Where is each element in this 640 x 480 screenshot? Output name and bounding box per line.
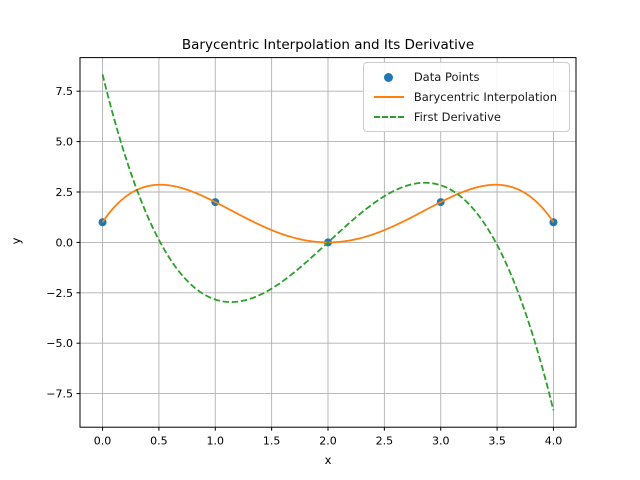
x-tick-label: 1.5 (263, 435, 281, 448)
y-axis-label: y (9, 237, 23, 245)
legend-swatch-shape (384, 72, 394, 82)
legend-label: Data Points (413, 70, 480, 84)
legend-label: Barycentric Interpolation (413, 90, 557, 104)
y-tick-label: −5.0 (46, 337, 73, 350)
x-axis-label: x (324, 453, 332, 467)
y-tick-label: 2.5 (56, 186, 74, 199)
dashed-line-icon (373, 111, 404, 123)
x-tick-label: 0.5 (150, 435, 168, 448)
x-tick-label: 3.0 (432, 435, 450, 448)
solid-line-icon (373, 91, 404, 103)
y-tick-label: 5.0 (56, 136, 74, 149)
legend-swatch-shape (373, 116, 404, 118)
legend-item-interpolation: Barycentric Interpolation (373, 90, 557, 104)
y-tick-label: −2.5 (46, 287, 73, 300)
derivative-curve (101, 74, 555, 411)
x-tick-label: 3.5 (488, 435, 506, 448)
scatter-marker-icon (374, 71, 404, 83)
x-tick-label: 1.0 (207, 435, 225, 448)
x-tick-label: 4.0 (545, 435, 563, 448)
legend-item-derivative: First Derivative (373, 110, 557, 124)
legend-swatch-shape (373, 96, 404, 98)
y-tick-label: 0.0 (56, 236, 74, 249)
x-tick-label: 2.0 (319, 435, 337, 448)
x-tick-label: 2.5 (376, 435, 394, 448)
legend-item-data-points: Data Points (374, 70, 557, 84)
y-tick-label: 7.5 (56, 85, 74, 98)
chart-title: Barycentric Interpolation and Its Deriva… (181, 37, 475, 53)
legend-label: First Derivative (413, 110, 501, 124)
y-tick-label: −7.5 (46, 388, 73, 401)
x-tick-label: 0.0 (94, 435, 112, 448)
legend: Data Points Barycentric Interpolation Fi… (362, 62, 570, 132)
